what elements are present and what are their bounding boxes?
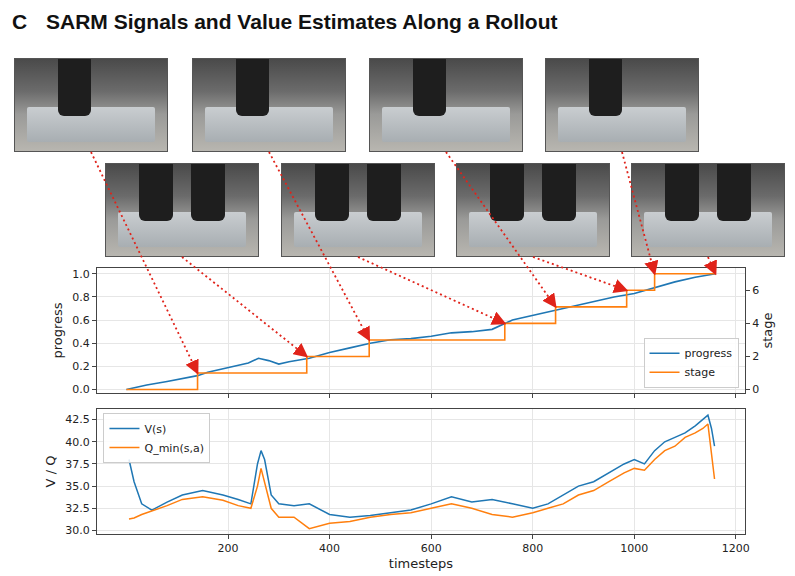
svg-text:400: 400 — [319, 542, 340, 555]
svg-text:32.5: 32.5 — [65, 502, 90, 515]
svg-text:0.4: 0.4 — [72, 337, 90, 350]
svg-text:stage: stage — [760, 312, 775, 348]
svg-text:stage: stage — [685, 366, 716, 379]
svg-text:Q_min(s,a): Q_min(s,a) — [144, 442, 203, 455]
svg-text:1000: 1000 — [620, 542, 648, 555]
svg-text:timesteps: timesteps — [389, 556, 453, 571]
svg-text:40.0: 40.0 — [65, 436, 90, 449]
svg-text:0.8: 0.8 — [72, 291, 90, 304]
svg-text:200: 200 — [218, 542, 239, 555]
svg-text:6: 6 — [752, 284, 759, 297]
svg-text:V(s): V(s) — [144, 423, 166, 436]
svg-text:progress: progress — [685, 347, 733, 360]
svg-text:0.2: 0.2 — [72, 360, 90, 373]
svg-text:1200: 1200 — [722, 542, 750, 555]
svg-text:0.0: 0.0 — [72, 383, 90, 396]
svg-text:600: 600 — [421, 542, 442, 555]
svg-text:37.5: 37.5 — [65, 458, 90, 471]
svg-text:0: 0 — [752, 383, 759, 396]
html-text:SARM Signals and Value Estimat: SARM Signals and Value Estimates Along a… — [46, 10, 558, 33]
html-text:C: C — [12, 10, 28, 33]
svg-text:1.0: 1.0 — [72, 268, 90, 281]
svg-text:V / Q: V / Q — [43, 456, 58, 488]
svg-text:42.5: 42.5 — [65, 413, 90, 426]
svg-text:4: 4 — [752, 317, 759, 330]
svg-text:35.0: 35.0 — [65, 480, 90, 493]
svg-text:30.0: 30.0 — [65, 524, 90, 537]
svg-text:0.6: 0.6 — [72, 314, 90, 327]
svg-text:2: 2 — [752, 350, 759, 363]
svg-text:800: 800 — [522, 542, 543, 555]
svg-text:progress: progress — [50, 302, 65, 358]
